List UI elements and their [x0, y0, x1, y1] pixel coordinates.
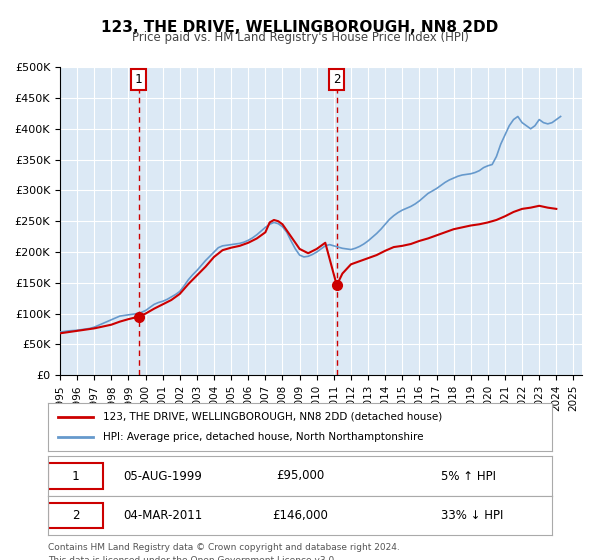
- Text: 04-MAR-2011: 04-MAR-2011: [124, 508, 203, 522]
- Text: 1: 1: [135, 73, 142, 86]
- Text: Contains HM Land Registry data © Crown copyright and database right 2024.
This d: Contains HM Land Registry data © Crown c…: [48, 543, 400, 560]
- Text: Price paid vs. HM Land Registry's House Price Index (HPI): Price paid vs. HM Land Registry's House …: [131, 31, 469, 44]
- Text: £95,000: £95,000: [276, 469, 324, 483]
- Text: £146,000: £146,000: [272, 508, 328, 522]
- FancyBboxPatch shape: [48, 503, 103, 528]
- Text: 123, THE DRIVE, WELLINGBOROUGH, NN8 2DD (detached house): 123, THE DRIVE, WELLINGBOROUGH, NN8 2DD …: [103, 412, 443, 422]
- Text: 05-AUG-1999: 05-AUG-1999: [124, 469, 202, 483]
- FancyBboxPatch shape: [48, 464, 103, 488]
- Text: 5% ↑ HPI: 5% ↑ HPI: [441, 469, 496, 483]
- Text: 2: 2: [333, 73, 340, 86]
- Text: 33% ↓ HPI: 33% ↓ HPI: [441, 508, 503, 522]
- Text: 123, THE DRIVE, WELLINGBOROUGH, NN8 2DD: 123, THE DRIVE, WELLINGBOROUGH, NN8 2DD: [101, 20, 499, 35]
- Text: 2: 2: [72, 508, 79, 522]
- Text: HPI: Average price, detached house, North Northamptonshire: HPI: Average price, detached house, Nort…: [103, 432, 424, 442]
- Text: 1: 1: [72, 469, 79, 483]
